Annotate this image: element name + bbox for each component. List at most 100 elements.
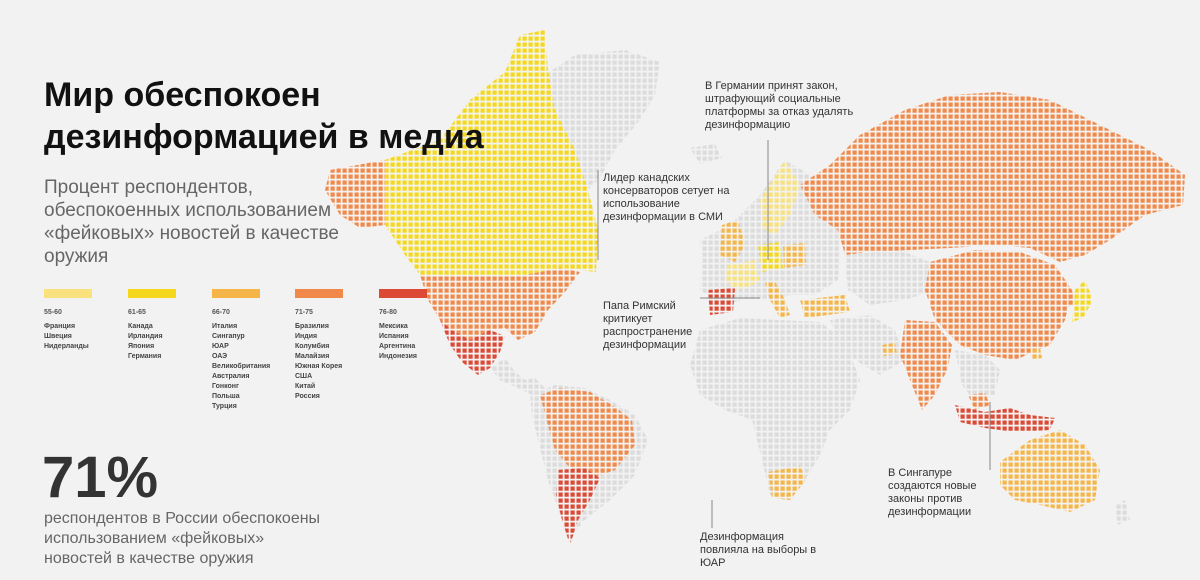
singapore-note-line-1: В Сингапуре	[888, 467, 953, 479]
iceland-region	[690, 144, 722, 164]
legend-group: 71-75 Бразилия Индия Колумбия Малайзия Южная…	[295, 289, 385, 402]
legend-country-list: Мексика Испания Аргентина Индонезия	[379, 322, 469, 362]
pope-note-line-2: критикует	[603, 313, 653, 325]
legend-country-list: Бразилия Индия Колумбия Малайзия Южная Корея…	[295, 322, 385, 402]
legend-group: 61-65 Канада Ирландия Япония Германия	[128, 289, 218, 362]
central-asia-region	[845, 250, 935, 305]
legend-country: Индонезия	[379, 353, 417, 360]
china-region	[925, 250, 1072, 360]
subtitle-line-1: Процент респондентов,	[44, 177, 254, 198]
india-region	[900, 320, 952, 410]
canada-note-line-2: консерваторов сетует на	[603, 185, 730, 197]
spain-region	[708, 288, 735, 315]
singapore-note: В Сингапуре создаются новые законы проти…	[888, 467, 1008, 519]
uk-region	[720, 220, 745, 262]
stat-caption-line-2: использованием «фейковых»	[44, 530, 265, 547]
stat-caption: респондентов в России обеспокоены исполь…	[44, 509, 364, 569]
japan-region	[1072, 280, 1093, 322]
middle-east-region	[830, 315, 905, 375]
legend-country: Малайзия	[295, 353, 330, 360]
south-africa-note-line-3: ЮАР	[700, 557, 726, 569]
canada-region	[385, 30, 598, 276]
legend-country: США	[295, 373, 313, 380]
page-title: Мир обеспокоен дезинформацией в медиа	[44, 74, 564, 158]
legend-country: Италия	[212, 323, 238, 330]
legend-country: Япония	[128, 343, 155, 350]
legend-country: Австралия	[212, 373, 250, 380]
legend-swatch	[212, 289, 260, 298]
south-africa-region	[768, 466, 806, 500]
legend-swatch	[44, 289, 92, 298]
stat-value: 71%	[42, 445, 159, 510]
germany-note: В Германии принят закон, штрафующий соци…	[705, 80, 895, 132]
legend-country: Нидерланды	[44, 343, 89, 350]
australia-region	[1000, 430, 1100, 512]
legend-country: Аргентина	[379, 343, 416, 350]
legend-group: 55-60 Франция Швеция Нидерланды	[44, 289, 134, 352]
legend-country: Бразилия	[295, 323, 329, 330]
singapore-note-line-3: законы против	[888, 493, 963, 505]
legend-swatch	[379, 289, 427, 298]
legend-country: Россия	[295, 393, 320, 400]
argentina-region	[556, 468, 600, 545]
hong-kong-region	[1030, 348, 1042, 360]
uae-region	[882, 343, 897, 356]
legend-country: Швеция	[44, 333, 72, 340]
south-korea-region	[1062, 290, 1075, 308]
new-zealand-region	[1115, 500, 1130, 525]
legend-swatch	[128, 289, 176, 298]
legend-country-list: Франция Швеция Нидерланды	[44, 322, 134, 352]
legend-range: 55-60	[44, 309, 62, 316]
legend-range: 71-75	[295, 309, 313, 316]
legend-country: Южная Корея	[295, 363, 343, 370]
legend-country: Франция	[44, 323, 76, 330]
canada-note-line-4: дезинформации в СМИ	[603, 211, 723, 223]
legend-swatch	[295, 289, 343, 298]
legend-country: Германия	[128, 353, 162, 360]
legend-country: Китай	[295, 383, 316, 390]
legend-country: Мексика	[379, 323, 408, 330]
italy-region	[765, 282, 790, 318]
malaysia-region	[968, 393, 990, 410]
scandinavia-region	[760, 160, 800, 235]
poland-region	[783, 243, 806, 268]
legend-country-list: Канада Ирландия Япония Германия	[128, 322, 218, 362]
legend-country: ЮАР	[212, 343, 229, 350]
pope-note: Папа Римский критикует распространение д…	[603, 300, 723, 352]
singapore-note-line-2: создаются новые	[888, 480, 977, 492]
germany-note-line-2: штрафующий социальные	[705, 93, 841, 105]
germany-region	[758, 242, 783, 272]
legend-group: 66-70 Италия Сингапур ЮАР ОАЭ Великобритания…	[212, 289, 302, 412]
legend-country: ОАЭ	[212, 353, 228, 360]
legend-range: 66-70	[212, 309, 230, 316]
legend-country: Турция	[212, 403, 237, 410]
brazil-region	[540, 388, 635, 478]
usa-region	[420, 268, 580, 340]
canada-note: Лидер канадских консерваторов сетует на …	[603, 172, 763, 224]
turkey-region	[800, 295, 850, 318]
stat-caption-line-1: респондентов в России обеспокоены	[44, 510, 321, 527]
legend-range: 76-80	[379, 309, 397, 316]
legend-group: 76-80 Мексика Испания Аргентина Индонезия	[379, 289, 469, 362]
pope-note-line-4: дезинформации	[603, 339, 687, 351]
germany-note-line-4: дезинформацию	[705, 119, 791, 131]
title-line-2: дезинформацией в медиа	[44, 118, 484, 156]
russia-region	[800, 92, 1185, 262]
legend-range: 61-65	[128, 309, 146, 316]
pope-note-line-1: Папа Римский	[603, 300, 676, 312]
subtitle-line-2: обеспокоенных использованием	[44, 200, 332, 221]
africa-region	[690, 318, 860, 500]
subtitle-line-4: оружия	[44, 246, 109, 267]
south-africa-note: Дезинформация повлияла на выборы в ЮАР	[700, 531, 850, 570]
legend-country: Индия	[295, 333, 318, 340]
title-line-1: Мир обеспокоен	[44, 76, 321, 114]
south-africa-note-line-1: Дезинформация	[700, 531, 784, 543]
legend-country: Канада	[128, 323, 153, 330]
legend-country: Колумбия	[295, 343, 330, 350]
canada-note-line-3: использование	[603, 198, 680, 210]
legend-country: Испания	[379, 333, 409, 340]
legend-country: Ирландия	[128, 333, 163, 340]
legend-country-list: Италия Сингапур ЮАР ОАЭ Великобритания Австра…	[212, 322, 302, 412]
legend-country: Польша	[212, 393, 240, 400]
